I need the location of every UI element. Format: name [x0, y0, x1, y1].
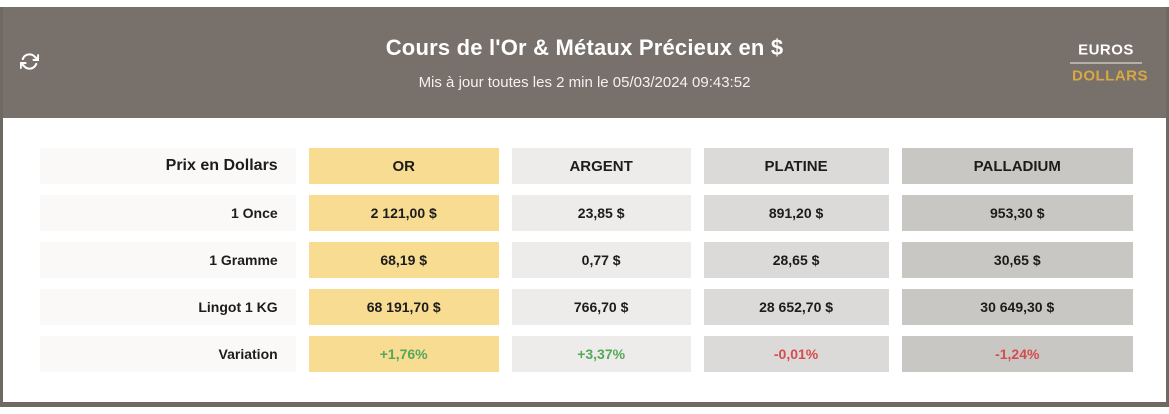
column-header-palladium: PALLADIUM: [901, 148, 1133, 184]
cell-variation-argent: +3,37%: [511, 336, 691, 372]
refresh-icon: [19, 52, 39, 74]
row-label-gramme: 1 Gramme: [40, 242, 296, 278]
cell-lingot-or: 68 191,70 $: [308, 289, 499, 325]
row-label-lingot: Lingot 1 KG: [40, 289, 296, 325]
cell-once-or: 2 121,00 $: [308, 195, 499, 231]
cell-once-argent: 23,85 $: [511, 195, 691, 231]
cell-gramme-argent: 0,77 $: [511, 242, 691, 278]
prices-table: Prix en Dollars OR ARGENT PLATINE PALLAD…: [3, 118, 1166, 372]
row-label-once: 1 Once: [40, 195, 296, 231]
currency-option-dollars[interactable]: DOLLARS: [1070, 63, 1148, 88]
corner-header-cell: Prix en Dollars: [40, 148, 296, 184]
cell-variation-platine: -0,01%: [703, 336, 889, 372]
cell-lingot-platine: 28 652,70 $: [703, 289, 889, 325]
cell-variation-palladium: -1,24%: [901, 336, 1133, 372]
widget-frame: Cours de l'Or & Métaux Précieux en $ Mis…: [0, 7, 1169, 407]
refresh-button[interactable]: [16, 50, 42, 76]
cell-variation-or: +1,76%: [308, 336, 499, 372]
variation-value: +3,37%: [577, 346, 626, 362]
column-header-argent: ARGENT: [511, 148, 691, 184]
cell-gramme-platine: 28,65 $: [703, 242, 889, 278]
cell-once-platine: 891,20 $: [703, 195, 889, 231]
variation-value: +1,76%: [379, 346, 428, 362]
last-updated-text: Mis à jour toutes les 2 min le 05/03/202…: [418, 73, 751, 91]
cell-gramme-or: 68,19 $: [308, 242, 499, 278]
prices-grid: Prix en Dollars OR ARGENT PLATINE PALLAD…: [40, 148, 1133, 372]
column-header-platine: PLATINE: [703, 148, 889, 184]
column-header-or: OR: [308, 148, 499, 184]
currency-option-euros[interactable]: EUROS: [1070, 37, 1142, 63]
cell-lingot-argent: 766,70 $: [511, 289, 691, 325]
cell-once-palladium: 953,30 $: [901, 195, 1133, 231]
variation-value: -0,01%: [773, 346, 819, 362]
header: Cours de l'Or & Métaux Précieux en $ Mis…: [3, 7, 1166, 118]
cell-lingot-palladium: 30 649,30 $: [901, 289, 1133, 325]
currency-toggle: EUROS DOLLARS: [1070, 37, 1148, 88]
header-center: Cours de l'Or & Métaux Précieux en $ Mis…: [386, 35, 784, 91]
page-title: Cours de l'Or & Métaux Précieux en $: [385, 34, 784, 60]
row-label-variation: Variation: [40, 336, 296, 372]
variation-value: -1,24%: [995, 346, 1040, 362]
cell-gramme-palladium: 30,65 $: [901, 242, 1133, 278]
